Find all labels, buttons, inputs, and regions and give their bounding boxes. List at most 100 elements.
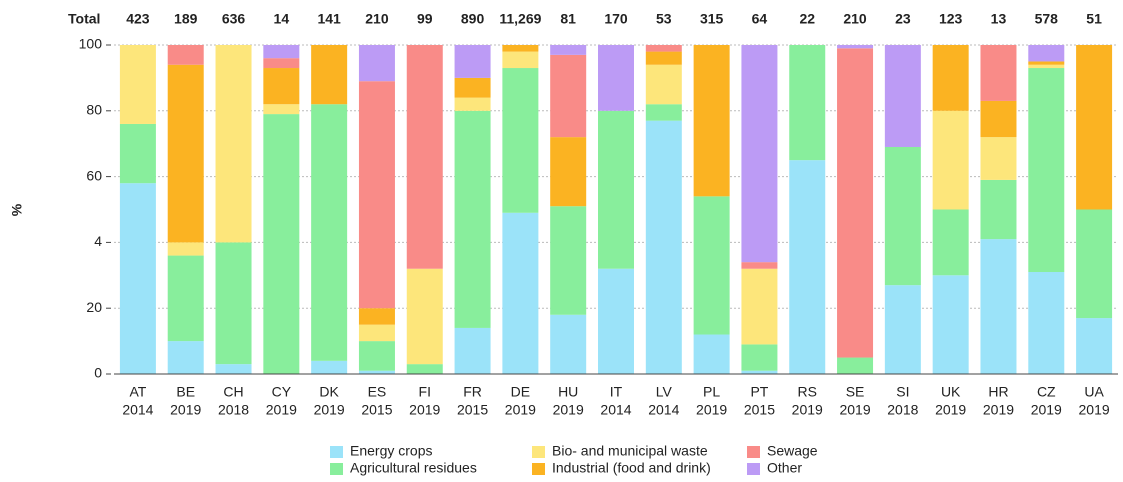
total-label: 81 [560,11,576,27]
bar-segment [502,212,539,374]
total-label: 13 [991,11,1007,27]
bar-segment [1028,45,1065,62]
total-label: 141 [317,11,341,27]
x-tick-label: AT [129,384,146,400]
legend-swatch [747,463,760,475]
x-tick-label: ES [368,384,387,400]
x-tick-label: 2019 [792,402,823,418]
x-tick-label: 2019 [170,402,201,418]
legend-label: Energy crops [350,443,432,459]
total-label: 189 [174,11,198,27]
legend-label: Other [767,460,802,476]
total-label: 23 [895,11,911,27]
bar-segment [119,183,156,374]
y-tick-label: 4 [94,233,102,249]
bar-segment [741,370,778,374]
bar-segment [741,268,778,345]
bar-segment [167,45,204,65]
bar-segment [837,45,874,49]
bar-segment [502,68,539,213]
total-label: 51 [1086,11,1102,27]
bar-segment [789,160,826,374]
x-tick-label: SI [896,384,909,400]
bar-segment [598,268,634,374]
bar-segment [502,45,539,52]
x-tick-label: PL [703,384,720,400]
bar-segment [884,285,921,374]
bar-segment [1028,68,1065,273]
x-tick-label: 2019 [935,402,966,418]
x-tick-label: SE [846,384,865,400]
bar-segment [263,114,300,374]
bar-segment [167,255,204,342]
bar-segment [645,120,682,374]
total-label: 636 [222,11,246,27]
x-tick-label: HR [988,384,1008,400]
x-tick-label: 2015 [457,402,488,418]
x-tick-label: FI [419,384,431,400]
y-tick-label: 60 [86,167,102,183]
x-tick-label: 2019 [409,402,440,418]
x-tick-label: BE [176,384,195,400]
bar-segment [550,206,587,315]
bar-segment [358,341,395,371]
total-label: 578 [1035,11,1059,27]
x-tick-label: 2018 [218,402,249,418]
x-tick-label: 2019 [839,402,870,418]
bar-segment [502,51,539,69]
bar-segment [358,308,395,325]
bar-segment [406,45,443,269]
x-tick-label: 2019 [553,402,584,418]
x-tick-label: 2014 [600,402,631,418]
bar-segment [550,314,587,374]
bar-segment [311,360,348,374]
x-tick-label: 2019 [314,402,345,418]
bar-segment [645,104,682,121]
bar-segment [1076,209,1113,319]
bar-segment [119,123,156,184]
bar-segment [550,137,587,207]
x-tick-label: 2019 [266,402,297,418]
bar-segment [311,104,348,361]
total-label: 210 [843,11,867,27]
bar-segment [932,110,969,210]
y-tick-label: 20 [86,299,102,315]
y-axis-label: % [9,203,25,216]
legend-swatch [330,463,343,475]
x-tick-label: UA [1084,384,1104,400]
bar-segment [645,51,682,65]
x-tick-label: RS [798,384,817,400]
bar-segment [358,370,395,374]
x-tick-label: UK [941,384,961,400]
totals-label: Total [68,11,100,27]
x-tick-label: LV [656,384,673,400]
bar-segment [454,110,491,328]
bar-segment [837,48,874,358]
bar-segment [980,137,1017,180]
x-tick-label: CZ [1037,384,1056,400]
bar-segment [693,334,730,374]
bar-segment [454,45,491,78]
bar-segment [693,45,730,197]
legend-label: Sewage [767,443,818,459]
x-tick-label: 2019 [1079,402,1110,418]
total-label: 423 [126,11,150,27]
bar-segment [358,81,395,309]
x-tick-label: 2015 [361,402,392,418]
bar-segment [215,242,252,365]
x-tick-label: PT [750,384,768,400]
bar-segment [645,45,682,52]
bar-segment [741,344,778,371]
bar-segment [119,45,156,124]
bar-segment [167,64,204,243]
bar-segment [1028,272,1065,374]
bar-segment [550,54,587,138]
legend-label: Agricultural residues [350,460,477,476]
total-label: 315 [700,11,724,27]
x-tick-label: 2019 [696,402,727,418]
bar-segment [454,97,491,111]
bar-segment [884,146,921,286]
bar-segment [741,262,778,269]
bar-segment [406,364,443,374]
